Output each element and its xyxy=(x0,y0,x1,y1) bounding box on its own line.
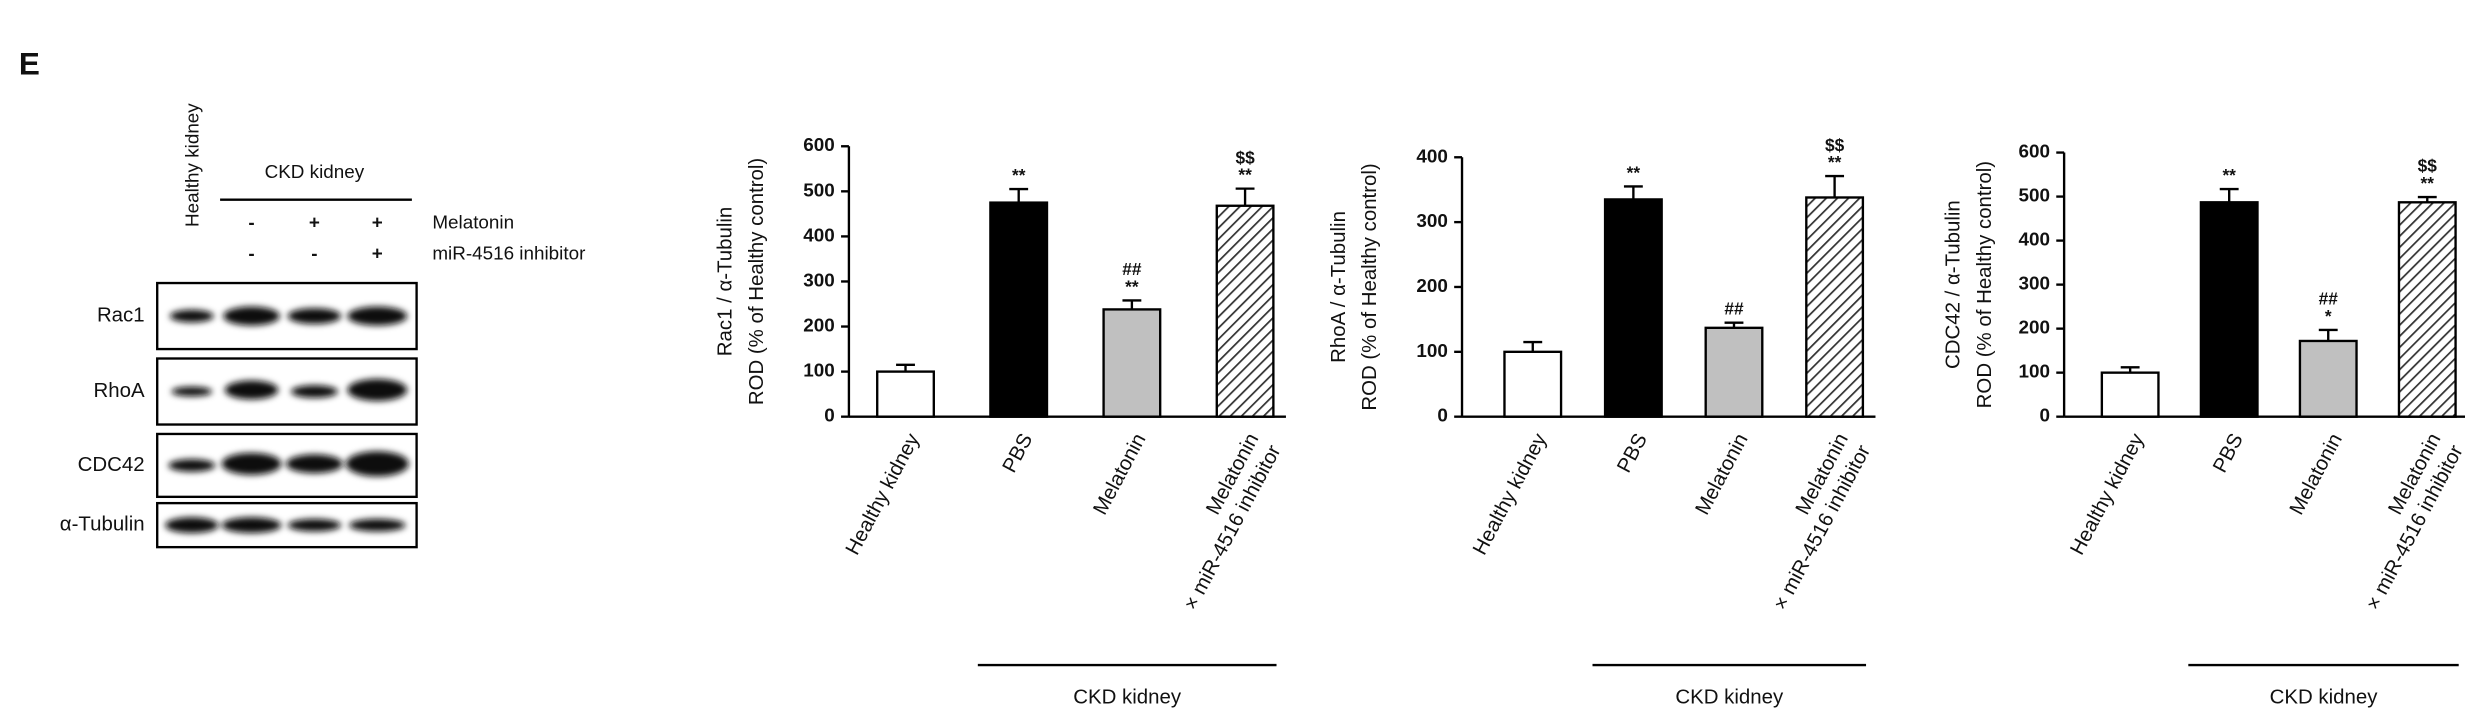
y-tick-label: 600 xyxy=(2019,141,2050,162)
y-tick-label: 100 xyxy=(2019,361,2050,382)
x-tick-label: PBS xyxy=(1613,430,1652,476)
x-tick-label: Melatonin xyxy=(2286,430,2347,519)
x-tick-label: Healthy kidney xyxy=(842,429,925,558)
bar xyxy=(2100,371,2160,418)
group-label: CKD kidney xyxy=(1675,686,1784,708)
y-tick-label: 200 xyxy=(803,315,834,336)
y-tick-label: 500 xyxy=(2019,185,2050,206)
row-label: Rac1 xyxy=(97,304,145,326)
significance-label: * xyxy=(2325,306,2332,326)
y-axis-label: Rac1 / α-Tubulin xyxy=(715,207,737,357)
y-tick-label: 100 xyxy=(1416,340,1447,361)
bar xyxy=(1805,196,1865,418)
y-axis-label: CDC42 / α-Tubulin xyxy=(1942,200,1964,369)
significance-label: ## xyxy=(1724,299,1744,319)
bar xyxy=(1102,308,1162,418)
y-tick-label: 0 xyxy=(2039,405,2050,426)
significance-label: ** xyxy=(1125,276,1139,296)
bands xyxy=(165,306,409,533)
y-tick-label: 0 xyxy=(1437,405,1448,426)
x-tick-label: PBS xyxy=(2209,430,2248,476)
significance-label: ** xyxy=(1828,152,1842,172)
treatment-sign: + xyxy=(309,211,320,232)
treatment-sign: - xyxy=(248,243,254,264)
bar xyxy=(876,370,935,418)
significance-label: $$ xyxy=(2418,156,2438,176)
y-tick-label: 200 xyxy=(2019,317,2050,338)
bar xyxy=(2199,201,2259,418)
row-label: RhoA xyxy=(94,380,145,402)
row-label: CDC42 xyxy=(78,454,145,476)
row-label: α-Tubulin xyxy=(60,514,145,536)
group-header: CKD kidney xyxy=(265,161,365,182)
y-tick-label: 400 xyxy=(2019,229,2050,250)
significance-label: $$ xyxy=(1825,135,1845,155)
western-blot: Healthy kidney CKD kidney xyxy=(156,103,418,549)
panel-label: E xyxy=(19,46,40,81)
y-tick-label: 300 xyxy=(2019,273,2050,294)
y-axis-label: RhoA / α-Tubulin xyxy=(1328,211,1350,363)
bar xyxy=(1503,350,1563,418)
x-tick-label: Melatonin xyxy=(1692,430,1753,519)
y-axis-label: ROD (% of Healthy control) xyxy=(1974,161,1996,408)
y-tick-label: 0 xyxy=(824,405,835,426)
x-tick-label: Melatonin× miR-4516 inhibitor xyxy=(1158,430,1286,614)
x-tick-label: Melatonin xyxy=(1089,430,1150,519)
significance-label: ## xyxy=(1122,259,1142,279)
treatment-label: miR-4516 inhibitor xyxy=(432,243,585,264)
significance-label: ** xyxy=(1627,162,1641,182)
bar xyxy=(2298,339,2358,418)
x-tick-label: Healthy kidney xyxy=(2066,429,2149,558)
lane-header: Healthy kidney xyxy=(181,103,202,227)
significance-label: ** xyxy=(2222,165,2236,185)
treatment-sign: - xyxy=(248,211,254,232)
bar xyxy=(1704,326,1764,418)
treatment-label: Melatonin xyxy=(432,211,514,232)
treatment-sign: - xyxy=(311,243,317,264)
y-tick-label: 400 xyxy=(1416,145,1447,166)
significance-label: ## xyxy=(2319,289,2339,309)
y-tick-label: 200 xyxy=(1416,275,1447,296)
y-tick-label: 300 xyxy=(1416,210,1447,231)
y-tick-label: 300 xyxy=(803,269,834,290)
y-tick-label: 400 xyxy=(803,224,834,245)
group-label: CKD kidney xyxy=(2270,686,2379,708)
x-tick-label: Melatonin× miR-4516 inhibitor xyxy=(2340,430,2465,614)
significance-label: ** xyxy=(1238,165,1252,185)
bar xyxy=(989,201,1049,418)
x-tick-label: Melatonin× miR-4516 inhibitor xyxy=(1748,430,1876,614)
bar xyxy=(1215,204,1275,418)
bar xyxy=(2397,201,2457,418)
significance-label: $$ xyxy=(1235,147,1255,167)
y-tick-label: 100 xyxy=(803,360,834,381)
bar xyxy=(1603,198,1663,418)
group-label: CKD kidney xyxy=(1073,686,1182,708)
y-axis-label: ROD (% of Healthy control) xyxy=(1359,163,1381,410)
x-tick-label: Healthy kidney xyxy=(1469,429,1552,558)
y-tick-label: 500 xyxy=(803,179,834,200)
y-axis-label: ROD (% of Healthy control) xyxy=(746,158,768,405)
x-tick-label: PBS xyxy=(999,430,1038,476)
treatment-sign: + xyxy=(372,211,383,232)
significance-label: ** xyxy=(1012,165,1026,185)
treatment-sign: + xyxy=(372,243,383,264)
y-tick-label: 600 xyxy=(803,134,834,155)
significance-label: ** xyxy=(2421,173,2435,193)
